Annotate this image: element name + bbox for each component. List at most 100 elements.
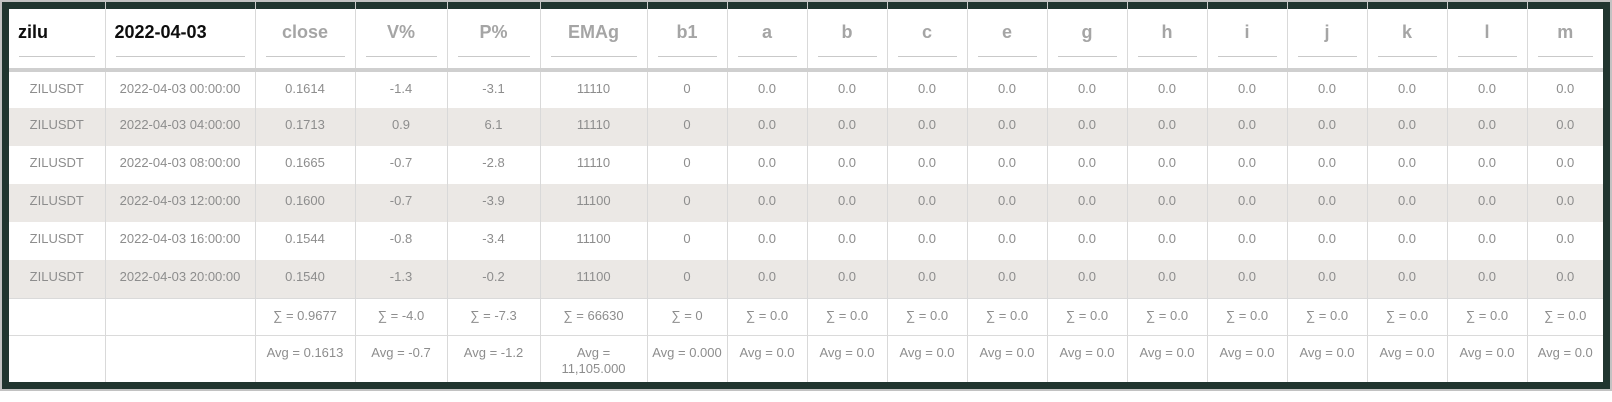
column-header-zilu[interactable]: zilu: [9, 9, 105, 72]
column-header-p_pct[interactable]: P%: [446, 9, 540, 72]
sum-cell-g: ∑ = 0.0: [1046, 297, 1127, 335]
avg-cell-zilu: [9, 334, 105, 382]
column-header-close[interactable]: close: [254, 9, 355, 72]
cell-close: 0.1713: [254, 108, 355, 146]
sum-row: ∑ = 0.9677 ∑ = -4.0 ∑ = -7.3 ∑ = 66630 ∑ = 0…: [9, 297, 1603, 335]
cell-date: 2022-04-03 00:00:00: [104, 70, 255, 108]
cell-l: 0.0: [1446, 222, 1527, 260]
column-header-date[interactable]: 2022-04-03: [104, 9, 255, 72]
cell-j: 0.0: [1286, 70, 1367, 108]
cell-v_pct: -0.7: [354, 146, 447, 184]
cell-l: 0.0: [1446, 184, 1527, 222]
cell-b1: 0: [646, 184, 727, 222]
header-underline: [457, 56, 530, 57]
table-top-border: [9, 2, 1603, 9]
cell-v_pct: -1.4: [354, 70, 447, 108]
column-header-label: h: [1161, 22, 1173, 42]
cell-c: 0.0: [886, 222, 967, 260]
table-row: ZILUSDT 2022-04-03 12:00:00 0.1600 -0.7 -3.9…: [9, 184, 1603, 222]
header-underline: [1137, 56, 1197, 57]
cell-zilu: ZILUSDT: [9, 108, 105, 146]
cell-emag: 11110: [539, 70, 647, 108]
dataframe-dark-border: zilu 2022-04-03 close V% P% EMAg b1 a b c e g h i j k l m…: [2, 2, 1610, 389]
cell-k: 0.0: [1366, 260, 1447, 298]
cell-g: 0.0: [1046, 184, 1127, 222]
column-header-h[interactable]: h: [1126, 9, 1207, 72]
header-underline: [365, 56, 437, 57]
top-border-segment-l: [1446, 2, 1527, 9]
column-header-label: i: [1244, 22, 1250, 42]
column-header-l[interactable]: l: [1446, 9, 1527, 72]
column-header-j[interactable]: j: [1286, 9, 1367, 72]
cell-g: 0.0: [1046, 222, 1127, 260]
top-border-segment-v_pct: [354, 2, 447, 9]
column-header-k[interactable]: k: [1366, 9, 1447, 72]
cell-j: 0.0: [1286, 146, 1367, 184]
header-underline: [897, 56, 957, 57]
top-border-segment-m: [1526, 2, 1603, 9]
column-header-label: P%: [479, 22, 508, 42]
cell-j: 0.0: [1286, 108, 1367, 146]
header-underline: [550, 56, 637, 57]
avg-cell-h: Avg = 0.0: [1126, 334, 1207, 382]
cell-j: 0.0: [1286, 260, 1367, 298]
column-header-label: j: [1324, 22, 1330, 42]
table-row: ZILUSDT 2022-04-03 08:00:00 0.1665 -0.7 -2.8…: [9, 146, 1603, 184]
cell-zilu: ZILUSDT: [9, 222, 105, 260]
cell-date: 2022-04-03 12:00:00: [104, 184, 255, 222]
sum-cell-e: ∑ = 0.0: [966, 297, 1047, 335]
top-border-segment-b1: [646, 2, 727, 9]
top-border-segment-emag: [539, 2, 647, 9]
dataframe-frame: zilu 2022-04-03 close V% P% EMAg b1 a b c e g h i j k l m…: [0, 0, 1612, 391]
table-row: ZILUSDT 2022-04-03 00:00:00 0.1614 -1.4 -3.1…: [9, 70, 1603, 108]
cell-close: 0.1544: [254, 222, 355, 260]
top-border-segment-date: [104, 2, 255, 9]
column-header-v_pct[interactable]: V%: [354, 9, 447, 72]
avg-cell-l: Avg = 0.0: [1446, 334, 1527, 382]
header-underline: [817, 56, 877, 57]
column-header-b[interactable]: b: [806, 9, 887, 72]
cell-b: 0.0: [806, 108, 887, 146]
column-header-b1[interactable]: b1: [646, 9, 727, 72]
avg-cell-c: Avg = 0.0: [886, 334, 967, 382]
cell-k: 0.0: [1366, 108, 1447, 146]
column-header-g[interactable]: g: [1046, 9, 1127, 72]
table-row: ZILUSDT 2022-04-03 16:00:00 0.1544 -0.8 -3.4…: [9, 222, 1603, 260]
column-header-i[interactable]: i: [1206, 9, 1287, 72]
avg-cell-a: Avg = 0.0: [726, 334, 807, 382]
cell-v_pct: -1.3: [354, 260, 447, 298]
cell-b1: 0: [646, 222, 727, 260]
cell-i: 0.0: [1206, 146, 1287, 184]
avg-row: Avg = 0.1613 Avg = -0.7 Avg = -1.2 Avg = 11…: [9, 334, 1603, 382]
top-border-segment-close: [254, 2, 355, 9]
cell-b1: 0: [646, 70, 727, 108]
column-header-m[interactable]: m: [1526, 9, 1603, 72]
avg-cell-k: Avg = 0.0: [1366, 334, 1447, 382]
cell-e: 0.0: [966, 70, 1047, 108]
cell-emag: 11100: [539, 222, 647, 260]
header-underline: [1297, 56, 1357, 57]
top-border-segment-k: [1366, 2, 1447, 9]
avg-cell-v_pct: Avg = -0.7: [354, 334, 447, 382]
cell-m: 0.0: [1526, 70, 1603, 108]
cell-g: 0.0: [1046, 260, 1127, 298]
cell-a: 0.0: [726, 260, 807, 298]
cell-h: 0.0: [1126, 108, 1207, 146]
header-underline: [737, 56, 797, 57]
column-header-e[interactable]: e: [966, 9, 1047, 72]
avg-cell-j: Avg = 0.0: [1286, 334, 1367, 382]
avg-cell-g: Avg = 0.0: [1046, 334, 1127, 382]
column-header-label: a: [761, 22, 772, 42]
cell-emag: 11100: [539, 184, 647, 222]
cell-date: 2022-04-03 20:00:00: [104, 260, 255, 298]
cell-p_pct: -3.9: [446, 184, 540, 222]
cell-c: 0.0: [886, 260, 967, 298]
column-header-c[interactable]: c: [886, 9, 967, 72]
top-border-segment-b: [806, 2, 887, 9]
header-underline: [1057, 56, 1117, 57]
cell-m: 0.0: [1526, 184, 1603, 222]
column-header-a[interactable]: a: [726, 9, 807, 72]
header-underline: [265, 56, 345, 57]
column-header-emag[interactable]: EMAg: [539, 9, 647, 72]
header-underline: [1217, 56, 1277, 57]
